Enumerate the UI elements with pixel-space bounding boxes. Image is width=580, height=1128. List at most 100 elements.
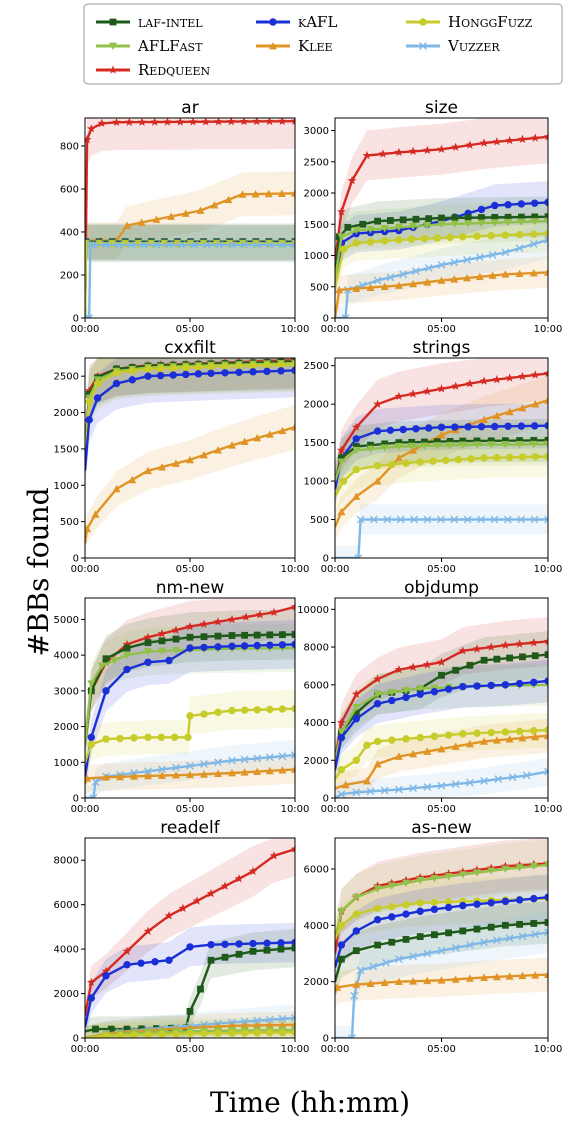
data-point-marker xyxy=(240,437,249,446)
data-point-marker xyxy=(240,706,249,714)
series-markers-κAFL xyxy=(85,366,295,424)
data-point-marker xyxy=(278,752,287,761)
data-point-marker xyxy=(473,437,481,445)
data-point-marker xyxy=(408,438,416,446)
data-point-marker xyxy=(221,953,229,961)
data-point-marker xyxy=(97,118,107,128)
x-tick-label: 05:00 xyxy=(427,1044,456,1055)
y-tick-label: 200 xyxy=(60,270,79,281)
data-point-marker xyxy=(477,219,486,228)
data-point-marker xyxy=(517,515,526,524)
band-κAFL xyxy=(85,620,295,791)
data-point-marker xyxy=(544,235,548,244)
data-point-marker xyxy=(544,767,548,776)
data-point-marker xyxy=(228,441,236,449)
data-point-marker xyxy=(184,733,192,741)
data-point-marker xyxy=(463,255,471,264)
data-point-marker xyxy=(380,282,389,290)
data-point-marker xyxy=(433,234,441,242)
data-point-marker xyxy=(194,370,203,378)
data-point-marker xyxy=(266,631,274,639)
data-point-marker xyxy=(488,250,497,259)
data-point-marker xyxy=(93,394,102,402)
y-tick-label: 0 xyxy=(323,314,329,325)
data-point-marker xyxy=(515,896,524,904)
legend-label-κAFL: κAFL xyxy=(298,13,337,31)
series-markers-AFLFast xyxy=(337,217,548,241)
data-point-marker xyxy=(172,646,180,655)
y-tick-label: 0 xyxy=(73,1034,79,1045)
data-point-marker xyxy=(438,214,445,222)
data-point-marker xyxy=(394,443,403,451)
data-point-marker xyxy=(144,1030,152,1038)
data-point-marker xyxy=(394,977,403,986)
y-tick-label: 1500 xyxy=(54,444,79,455)
data-point-marker xyxy=(408,389,418,398)
data-point-marker xyxy=(380,444,389,452)
data-point-marker xyxy=(409,222,418,231)
data-point-marker xyxy=(409,279,418,288)
data-point-marker xyxy=(122,946,132,956)
data-point-marker xyxy=(487,441,496,449)
data-point-marker xyxy=(409,749,418,758)
data-point-marker xyxy=(531,732,540,741)
data-point-marker xyxy=(382,958,391,967)
data-point-marker xyxy=(291,1028,295,1037)
x-tick-label: 05:00 xyxy=(176,564,205,575)
data-point-marker xyxy=(518,404,527,412)
data-point-marker xyxy=(451,943,460,952)
data-point-marker xyxy=(87,680,96,688)
data-point-marker xyxy=(101,966,111,976)
data-point-marker xyxy=(529,862,538,871)
data-point-marker xyxy=(144,767,152,776)
data-point-marker xyxy=(451,975,460,983)
data-point-marker xyxy=(85,416,93,424)
data-point-marker xyxy=(178,903,188,913)
data-point-marker xyxy=(388,913,396,921)
data-point-marker xyxy=(465,379,475,388)
data-point-marker xyxy=(487,437,495,445)
data-point-marker xyxy=(396,515,405,524)
data-point-marker xyxy=(172,771,180,779)
data-point-marker xyxy=(253,240,262,249)
data-point-marker xyxy=(102,687,110,695)
data-point-marker xyxy=(466,778,474,787)
x-tick-label: 05:00 xyxy=(176,324,205,335)
data-point-marker xyxy=(505,453,514,462)
data-point-marker xyxy=(369,962,378,971)
data-point-marker xyxy=(337,233,346,241)
data-point-marker xyxy=(501,640,510,649)
data-point-marker xyxy=(85,314,94,318)
data-point-marker xyxy=(437,976,446,984)
data-point-marker xyxy=(408,662,418,671)
data-point-marker xyxy=(188,118,198,126)
data-point-marker xyxy=(241,612,251,621)
data-point-marker xyxy=(228,769,236,777)
data-point-marker xyxy=(544,731,548,740)
data-point-marker xyxy=(278,641,287,649)
data-point-marker xyxy=(374,941,381,949)
data-point-marker xyxy=(123,644,131,652)
data-point-marker xyxy=(170,733,179,741)
data-point-marker xyxy=(85,390,93,398)
data-point-marker xyxy=(458,646,468,655)
data-point-marker xyxy=(116,734,124,743)
data-point-marker xyxy=(339,245,348,253)
data-point-marker xyxy=(85,397,93,406)
data-point-marker xyxy=(374,217,381,225)
data-point-marker xyxy=(395,236,403,244)
data-point-marker xyxy=(421,438,428,446)
data-point-marker xyxy=(437,781,446,790)
data-point-marker xyxy=(373,427,382,435)
data-point-marker xyxy=(157,733,165,741)
data-point-marker xyxy=(502,437,509,445)
data-point-marker xyxy=(477,422,486,431)
legend-marker xyxy=(419,18,427,26)
data-point-marker xyxy=(381,237,389,245)
data-point-marker xyxy=(352,443,360,450)
data-point-marker xyxy=(241,631,248,639)
data-point-marker xyxy=(248,866,258,876)
data-point-marker xyxy=(200,760,208,768)
series-line-laf-intel xyxy=(85,633,295,745)
data-point-marker xyxy=(505,735,514,743)
